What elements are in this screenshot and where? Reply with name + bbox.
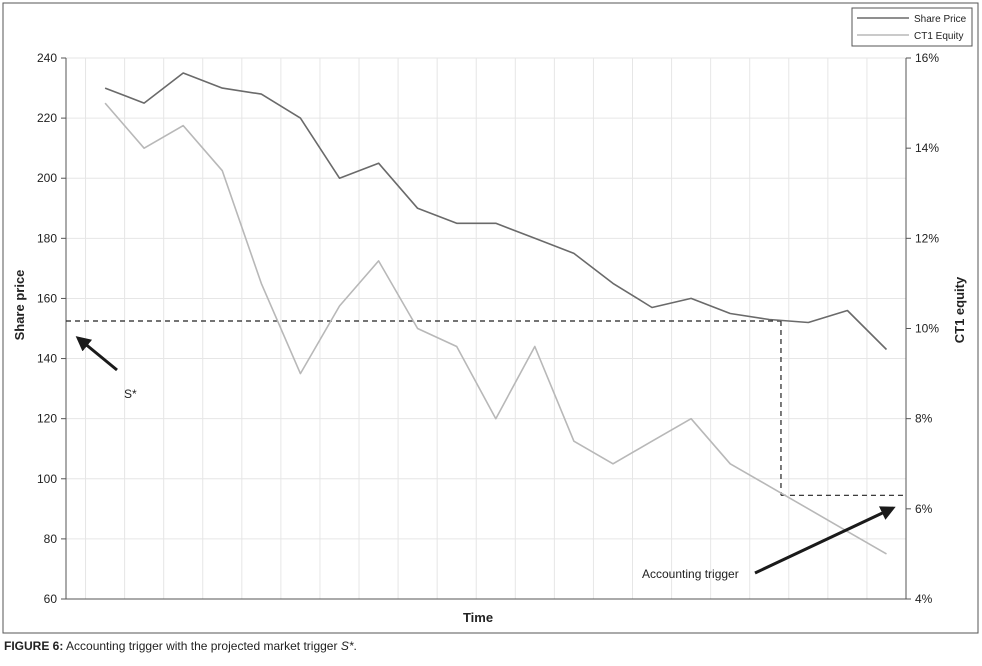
caption-label: FIGURE 6:: [4, 639, 64, 653]
axes: 60 80 100 120 140 160 180 200 220 240 4% 6% 8% 10% 12%…: [37, 51, 939, 606]
caption-symbol: S*: [340, 639, 354, 653]
y-tick-label: 160: [37, 291, 57, 305]
annotation-s-star: S*: [75, 336, 137, 401]
y2-tick-label: 12%: [915, 231, 939, 245]
reference-lines: [66, 320, 906, 496]
y-tick-label: 140: [37, 352, 57, 366]
accounting-trigger-label: Accounting trigger: [642, 567, 739, 581]
accounting-trigger-arrow: [754, 506, 896, 575]
y2-tick-label: 6%: [915, 502, 933, 516]
y-tick-label: 80: [44, 532, 58, 546]
y-tick-label: 240: [37, 51, 57, 65]
y-axis-title: Share price: [12, 270, 27, 341]
legend-label-ct1-equity: CT1 Equity: [914, 31, 963, 42]
annotation-accounting-trigger: Accounting trigger: [642, 506, 896, 581]
y-tick-label: 120: [37, 412, 57, 426]
grid: [66, 57, 906, 600]
caption-text: Accounting trigger with the projected ma…: [63, 639, 341, 653]
figure-caption: FIGURE 6: Accounting trigger with the pr…: [4, 639, 357, 653]
y-tick-label: 100: [37, 472, 57, 486]
series: [104, 72, 888, 555]
y2-tick-label: 8%: [915, 412, 933, 426]
y-tick-label: 180: [37, 231, 57, 245]
series-line-share-price: [104, 72, 888, 351]
s-star-label: S*: [124, 387, 137, 401]
x-axis-title: Time: [463, 610, 493, 625]
legend-box: [851, 7, 973, 47]
y2-tick-label: 14%: [915, 141, 939, 155]
y2-tick-label: 10%: [915, 322, 939, 336]
series-line-ct1-equity: [104, 102, 887, 555]
legend: Share Price CT1 Equity: [851, 7, 973, 47]
y2-tick-label: 4%: [915, 592, 933, 606]
s-star-arrow: [75, 336, 118, 372]
y-tick-label: 200: [37, 171, 57, 185]
caption-end: .: [353, 639, 357, 653]
figure-frame: [2, 2, 979, 634]
y-tick-label: 60: [44, 592, 58, 606]
y2-tick-label: 16%: [915, 51, 939, 65]
y2-axis-title: CT1 equity: [952, 276, 967, 343]
y-tick-label: 220: [37, 111, 57, 125]
legend-label-share-price: Share Price: [914, 14, 967, 25]
